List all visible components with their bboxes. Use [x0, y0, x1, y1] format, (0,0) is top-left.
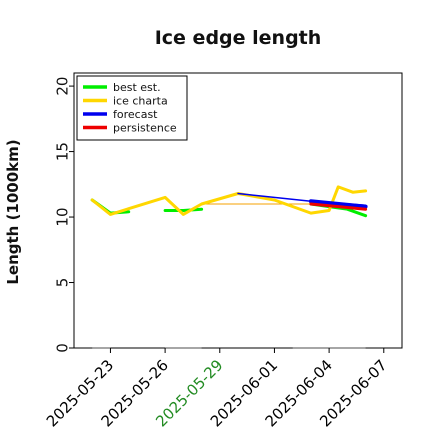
y-tick-label: 5 — [53, 278, 71, 288]
series-line-ice-charta — [90, 185, 368, 216]
series-line-forecast — [308, 199, 368, 209]
chart-marks — [90, 185, 368, 349]
series-line-persistence — [309, 202, 368, 211]
legend-label: persistence — [113, 122, 177, 135]
plot-frame — [73, 72, 403, 349]
y-tick-label: 0 — [53, 343, 71, 353]
legend-label: ice charta — [113, 95, 168, 108]
y-tick-label: 20 — [53, 77, 71, 96]
legend-label: best est. — [113, 81, 161, 94]
series-line-best-est — [163, 207, 204, 212]
legend-box — [76, 75, 188, 141]
y-axis: 0 5 10 15 20 — [53, 77, 74, 353]
y-tick-label: 15 — [53, 142, 71, 161]
chart-title: Ice edge length — [155, 27, 322, 49]
legend-label: forecast — [113, 108, 158, 121]
x-axis: 2025-05-232025-05-262025-05-292025-06-01… — [43, 348, 391, 430]
y-axis-label: Length (1000km) — [4, 139, 22, 284]
y-tick-label: 10 — [53, 208, 71, 227]
